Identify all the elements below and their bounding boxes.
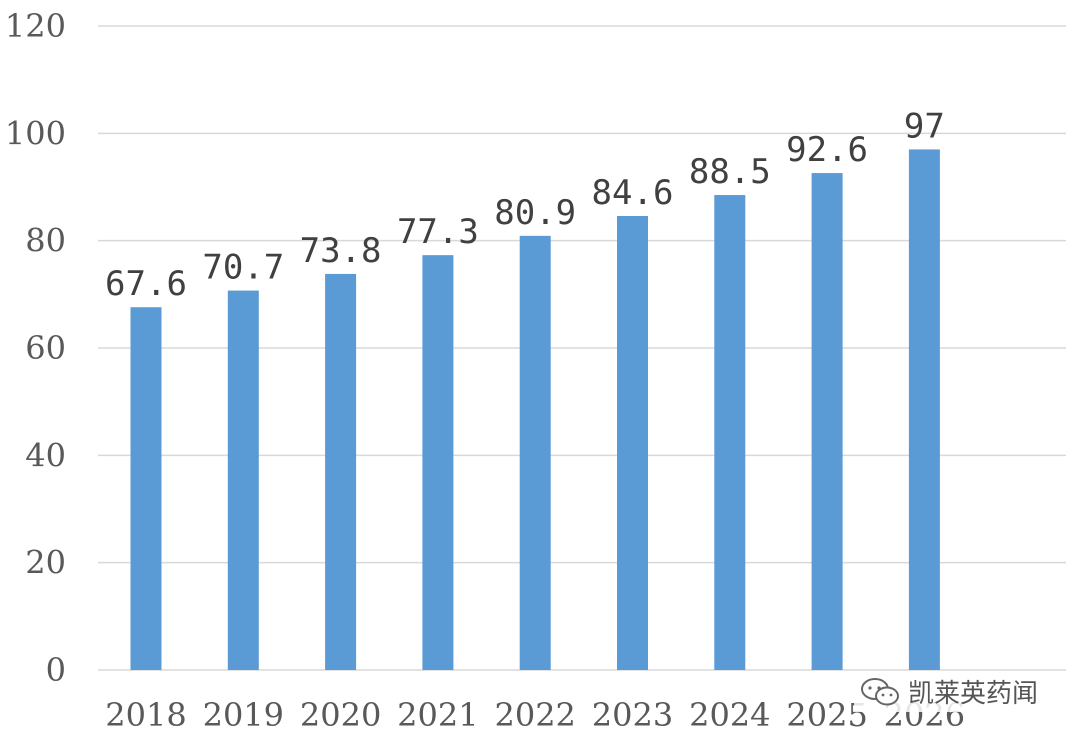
y-tick-label: 40 (25, 436, 66, 474)
y-tick-label: 100 (5, 114, 66, 152)
bars (130, 149, 940, 671)
wechat-icon (860, 677, 899, 705)
gridlines (98, 25, 1066, 671)
bar-2018 (130, 307, 162, 670)
bar-2022 (519, 235, 551, 670)
bar-2021 (422, 255, 454, 670)
data-label-2018: 67.6 (105, 264, 187, 304)
watermark-text: 凯莱英药闻 (907, 679, 1038, 709)
y-tick-label: 20 (25, 544, 66, 582)
bar-2024 (714, 195, 746, 671)
y-tick-label: 60 (25, 329, 66, 367)
bar-2019 (227, 290, 259, 670)
data-label-2021: 77.3 (397, 212, 479, 252)
x-tick-label-2018: 2018 (105, 696, 186, 734)
x-tick-label-2022: 2022 (494, 696, 575, 734)
x-tick-label-2024: 2024 (689, 696, 770, 734)
data-label-2023: 84.6 (592, 173, 674, 213)
data-label-2022: 80.9 (494, 193, 576, 233)
x-tick-label-2023: 2023 (592, 696, 673, 734)
data-label-2026: 97 (904, 106, 945, 146)
data-label-2020: 73.8 (300, 231, 382, 271)
bar-2023 (617, 215, 648, 671)
y-tick-label: 0 (46, 651, 66, 689)
data-labels: 67.6 70.7 73.8 77.3 80.9 84.6 88.5 92.6 97 (105, 106, 945, 304)
x-tick-label-2020: 2020 (300, 696, 381, 734)
data-label-2024: 88.5 (689, 152, 771, 192)
y-tick-label: 80 (25, 222, 66, 260)
data-label-2019: 70.7 (202, 248, 284, 288)
watermark: 凯莱英药闻 (853, 671, 1044, 712)
data-label-2025: 92.6 (786, 130, 868, 170)
x-tick-label-2021: 2021 (397, 696, 478, 734)
y-tick-label: 120 (5, 7, 66, 45)
bar-2025 (811, 173, 843, 670)
bar-2020 (325, 273, 357, 670)
y-axis-tick-labels: 0 20 40 60 80 100 120 (5, 7, 66, 689)
x-axis-tick-labels: 2018 2019 2020 2021 2022 2023 2024 2025 2026 (105, 696, 965, 734)
bar-2026 (908, 149, 940, 670)
x-tick-label-2019: 2019 (203, 696, 284, 734)
